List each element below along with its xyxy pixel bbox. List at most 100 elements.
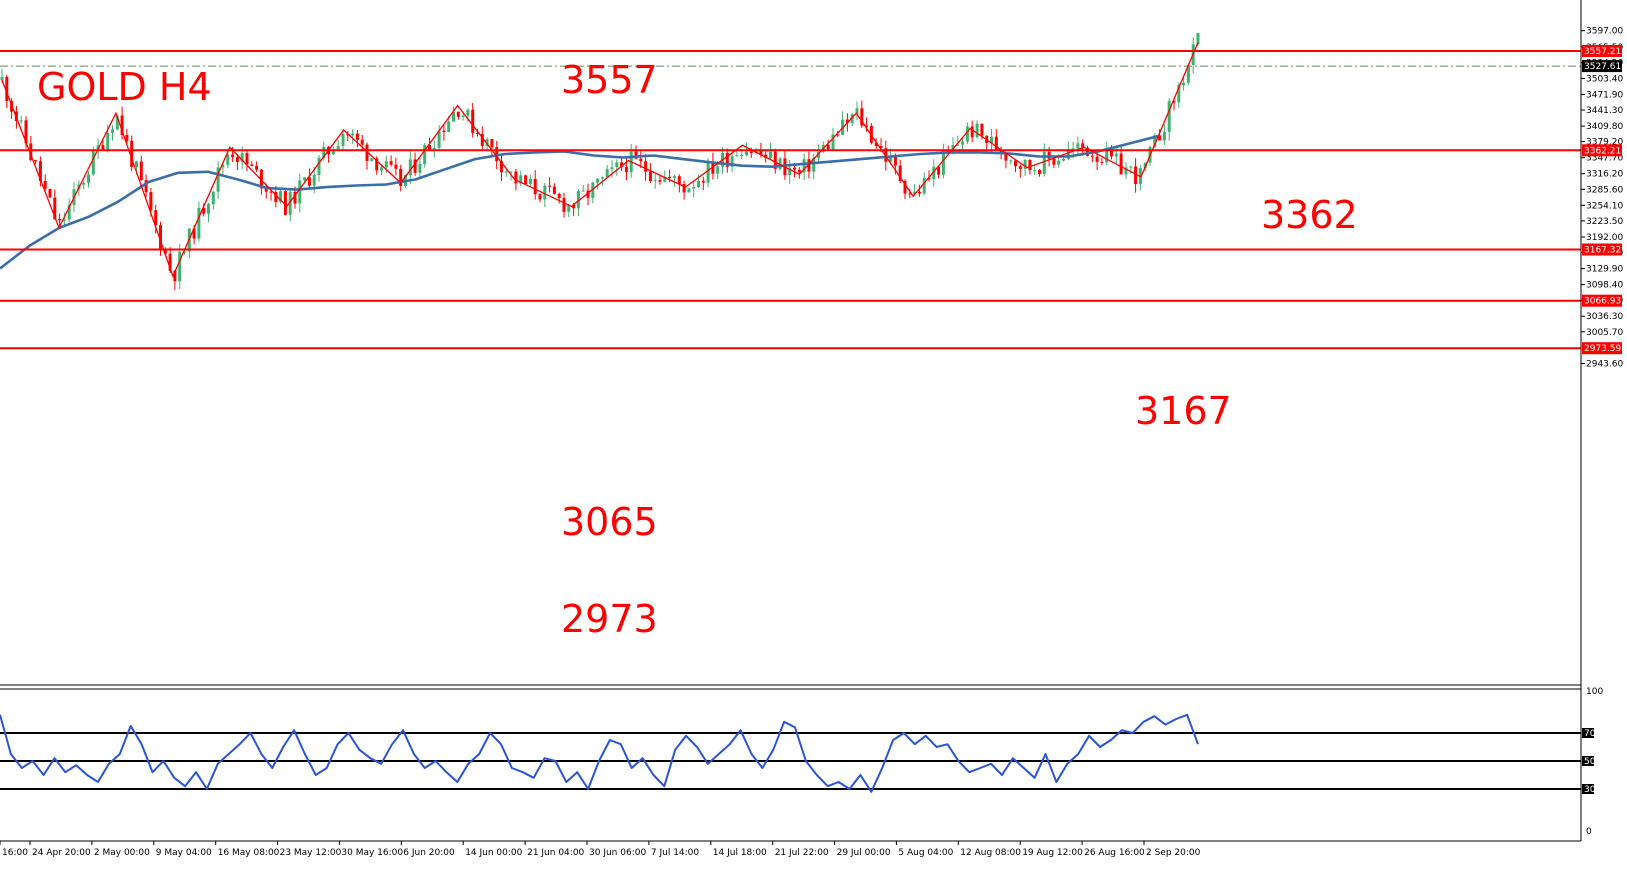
price-tick-label: 3316.20 xyxy=(1586,170,1623,180)
candle-body xyxy=(48,188,52,198)
price-tick-label: 3441.30 xyxy=(1586,106,1623,116)
moving-average-line xyxy=(0,134,1159,270)
candle-body xyxy=(87,174,90,183)
candle-body xyxy=(264,188,268,192)
candle-body xyxy=(418,163,422,173)
candle-body xyxy=(533,179,537,195)
candle-body xyxy=(860,108,864,126)
candle-body xyxy=(937,166,941,175)
candle-body xyxy=(725,152,729,167)
candle-body xyxy=(970,126,974,138)
candle-body xyxy=(1052,158,1056,165)
zigzag-line xyxy=(1,42,1199,278)
candle-body xyxy=(793,167,796,170)
candle-body xyxy=(442,130,446,132)
candle-body xyxy=(375,158,379,171)
rsi-level-badge xyxy=(1582,784,1594,794)
candle-body xyxy=(596,178,600,183)
candle-body xyxy=(668,176,672,178)
candle-body xyxy=(740,155,744,156)
candle-body xyxy=(500,161,503,173)
price-tick-label: 3347.70 xyxy=(1586,154,1623,164)
candle-body xyxy=(490,139,494,148)
candle-body xyxy=(207,204,210,214)
candle-body xyxy=(471,109,475,134)
time-tick-label: 9 May 04:00 xyxy=(156,848,212,858)
candle-body xyxy=(961,141,965,145)
candle-body xyxy=(975,123,979,138)
level-badges: 3557.21 3362.21 3167.32 3066.93 2973.59 3527.… xyxy=(1582,45,1622,355)
rsi-tick-label: 100 xyxy=(1586,687,1603,697)
candle-body xyxy=(682,184,686,193)
candle-body xyxy=(653,180,657,182)
candle-body xyxy=(1158,135,1162,141)
candle-body xyxy=(24,120,28,144)
candle-body xyxy=(893,156,897,166)
level-badge xyxy=(1582,294,1622,307)
candle-body xyxy=(197,208,201,239)
candle-body xyxy=(519,175,523,184)
candle-body xyxy=(274,192,278,202)
candle-body xyxy=(1009,160,1013,162)
candle-body xyxy=(769,151,772,159)
candle-body xyxy=(341,133,345,146)
candle-body xyxy=(428,144,431,150)
candle-body xyxy=(898,165,902,181)
candle-body xyxy=(365,144,369,161)
candle-body xyxy=(135,161,138,167)
candle-body xyxy=(19,120,23,122)
level-label-3557: 3557 xyxy=(561,58,658,102)
candle-body xyxy=(1028,160,1032,171)
candle-body xyxy=(351,133,355,136)
rsi-level-badge xyxy=(1582,756,1594,766)
candle-body xyxy=(34,160,38,162)
candle-body xyxy=(1119,153,1123,175)
price-tick-label: 3597.00 xyxy=(1586,27,1623,37)
candle-body xyxy=(807,159,811,172)
level-badge-text: 3362.21 xyxy=(1584,146,1621,156)
level-label-3167: 3167 xyxy=(1135,389,1232,433)
candle-body xyxy=(1018,166,1022,170)
candle-body xyxy=(1066,150,1070,159)
candle-body xyxy=(567,204,571,212)
level-badge xyxy=(1582,243,1622,256)
candle-body xyxy=(879,146,883,149)
price-tick-label: 3005.70 xyxy=(1586,328,1623,338)
candle-body xyxy=(562,198,566,212)
candle-body xyxy=(312,175,316,186)
rsi-layer: 70 50 30 100 0 xyxy=(0,687,1603,837)
rsi-level-badge xyxy=(1582,728,1594,738)
price-tick-label: 3129.90 xyxy=(1586,265,1623,275)
candle-body xyxy=(658,180,662,182)
candle-body xyxy=(485,139,489,146)
candle-body xyxy=(716,166,720,174)
candle-body xyxy=(283,191,287,215)
candle-body xyxy=(543,185,547,200)
candle-body xyxy=(677,176,681,184)
panel-separator xyxy=(0,684,1581,690)
candle-body xyxy=(259,169,263,189)
candle-body xyxy=(399,168,403,186)
level-badge xyxy=(1582,144,1622,157)
candle-body xyxy=(279,191,283,202)
candle-body xyxy=(437,130,441,148)
candle-body xyxy=(586,190,590,198)
candle-body xyxy=(53,197,57,220)
candle-body xyxy=(576,191,580,209)
candle-body xyxy=(687,188,691,193)
current-price-badge-text: 3527.61 xyxy=(1584,62,1621,72)
candle-body xyxy=(1129,166,1133,168)
candle-body xyxy=(202,208,206,214)
candle-body xyxy=(941,151,945,175)
candle-body xyxy=(380,167,383,171)
candle-body xyxy=(288,191,292,215)
candle-body xyxy=(178,251,182,282)
candle-body xyxy=(648,171,652,181)
candle-body xyxy=(29,143,33,161)
candle-body xyxy=(235,157,239,162)
ma-layer xyxy=(0,134,1159,270)
candle-body xyxy=(298,180,302,204)
candle-body xyxy=(749,151,753,154)
candle-body xyxy=(538,194,542,200)
candle-body xyxy=(159,225,162,250)
